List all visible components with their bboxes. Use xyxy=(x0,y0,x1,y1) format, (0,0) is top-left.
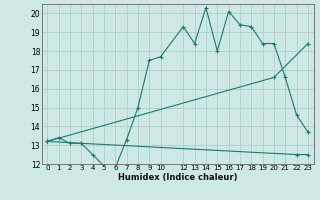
X-axis label: Humidex (Indice chaleur): Humidex (Indice chaleur) xyxy=(118,173,237,182)
